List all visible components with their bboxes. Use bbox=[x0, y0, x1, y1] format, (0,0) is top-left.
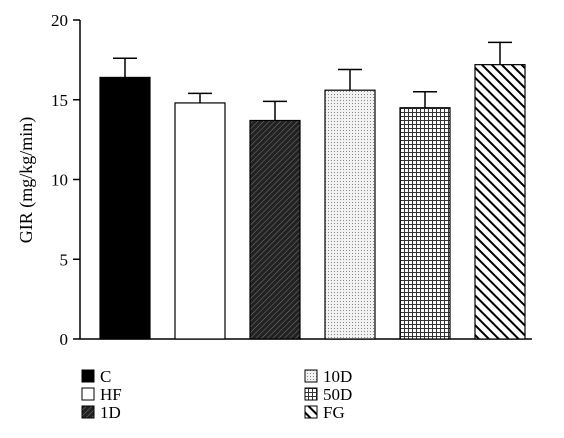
legend-label-50d: 50D bbox=[323, 385, 352, 404]
bar-10d bbox=[324, 89, 376, 340]
legend-swatch-c bbox=[81, 369, 95, 383]
y-tick-label: 15 bbox=[51, 91, 68, 110]
legend-label-1d: 1D bbox=[100, 403, 121, 422]
y-ticks: 0 5 10 15 20 bbox=[51, 11, 80, 349]
legend-swatch-10d bbox=[304, 369, 318, 383]
bar-hf bbox=[174, 102, 226, 340]
bar-50d bbox=[399, 107, 451, 340]
bar-fg bbox=[474, 64, 526, 340]
y-tick-label: 10 bbox=[51, 171, 68, 190]
y-tick-label: 0 bbox=[60, 330, 69, 349]
legend-label-10d: 10D bbox=[323, 367, 352, 386]
legend-label-c: C bbox=[100, 367, 111, 386]
legend-swatch-fg bbox=[304, 405, 318, 419]
legend-swatch-50d bbox=[304, 387, 318, 401]
y-axis-title: GIR (mg/kg/min) bbox=[16, 117, 37, 244]
error-bars bbox=[113, 41, 512, 121]
bar-1d bbox=[249, 119, 301, 340]
y-tick-label: 5 bbox=[60, 250, 69, 269]
legend-swatch-1d bbox=[81, 405, 95, 419]
y-tick-label: 20 bbox=[51, 11, 68, 30]
legend-label-fg: FG bbox=[323, 403, 345, 422]
legend-swatch-hf bbox=[81, 387, 95, 401]
bar-c bbox=[99, 76, 151, 340]
bars bbox=[99, 64, 526, 340]
legend-label-hf: HF bbox=[100, 385, 122, 404]
